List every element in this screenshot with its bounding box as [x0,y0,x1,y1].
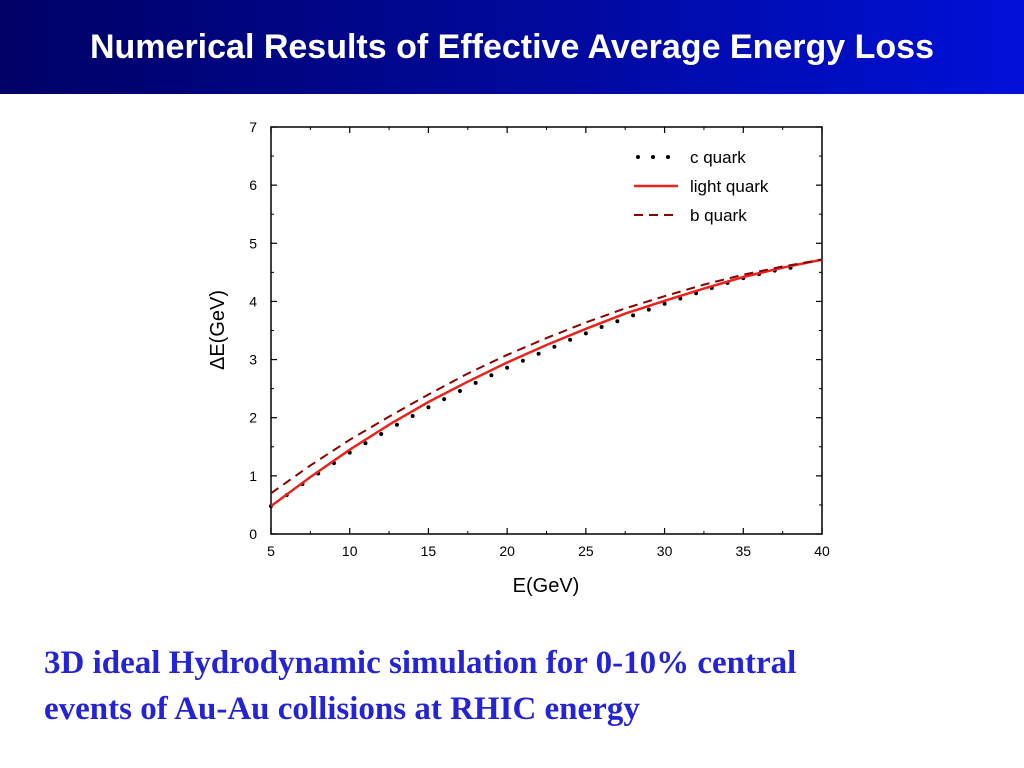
data-point-c-quark [363,441,368,446]
y-tick-label: 3 [249,352,257,368]
title-bar [0,0,1024,94]
legend-label-b-quark: b quark [690,206,747,225]
y-axis-label: ΔE(GeV) [207,290,229,370]
x-tick-label: 5 [267,543,275,559]
y-tick-label: 6 [249,177,257,193]
data-point-c-quark [552,344,557,349]
data-point-c-quark [505,365,510,370]
y-tick-label: 2 [249,410,257,426]
energy-loss-chart: 5 10 15 20 25 30 35 40 0 1 2 3 4 5 6 7 E(GeV) ΔE(GeV) c… [207,119,830,597]
data-point-c-quark [489,373,494,378]
data-point-c-quark [426,405,431,410]
series-line-light-quark [270,258,823,508]
data-point-c-quark [631,313,636,318]
x-tick-label: 20 [499,543,515,559]
x-tick-label: 25 [578,543,594,559]
data-point-c-quark [520,358,525,363]
data-point-c-quark [615,319,620,324]
y-tick-label: 1 [249,468,257,484]
x-axis-label: E(GeV) [513,575,580,597]
caption-line-1: 3D ideal Hydrodynamic simulation for 0-1… [44,645,797,681]
legend-swatch-c-quark [636,155,640,159]
series-line-b-quark [270,258,823,495]
data-point-c-quark [379,431,384,436]
data-point-c-quark [662,301,667,306]
x-tick-label: 35 [735,543,751,559]
data-point-c-quark [442,397,447,402]
y-tick-label: 5 [249,235,257,251]
legend-label-light-quark: light quark [690,177,769,196]
legend: c quark light quark b quark [634,148,769,225]
x-tick-label: 10 [342,543,358,559]
caption-line-2: events of Au-Au collisions at RHIC energ… [44,691,640,727]
x-tick-label: 15 [421,543,437,559]
x-tick-label: 40 [814,543,830,559]
data-point-c-quark [410,413,415,418]
y-tick-label: 4 [249,293,257,309]
data-point-c-quark [568,337,573,342]
y-tick-label: 0 [249,526,257,542]
legend-swatch-c-quark [666,155,670,159]
caption: 3D ideal Hydrodynamic simulation for 0-1… [44,640,1004,732]
y-tick-label: 7 [249,119,257,135]
data-point-c-quark [536,351,541,356]
data-point-c-quark [599,325,604,330]
page-title: Numerical Results of Effective Average E… [89,28,934,66]
legend-swatch-c-quark [651,155,655,159]
data-point-c-quark [457,388,462,393]
data-point-c-quark [646,307,651,312]
data-point-c-quark [473,380,478,385]
x-tick-label: 30 [657,543,673,559]
data-point-c-quark [394,422,399,427]
legend-label-c-quark: c quark [690,148,746,167]
data-point-c-quark [583,331,588,336]
